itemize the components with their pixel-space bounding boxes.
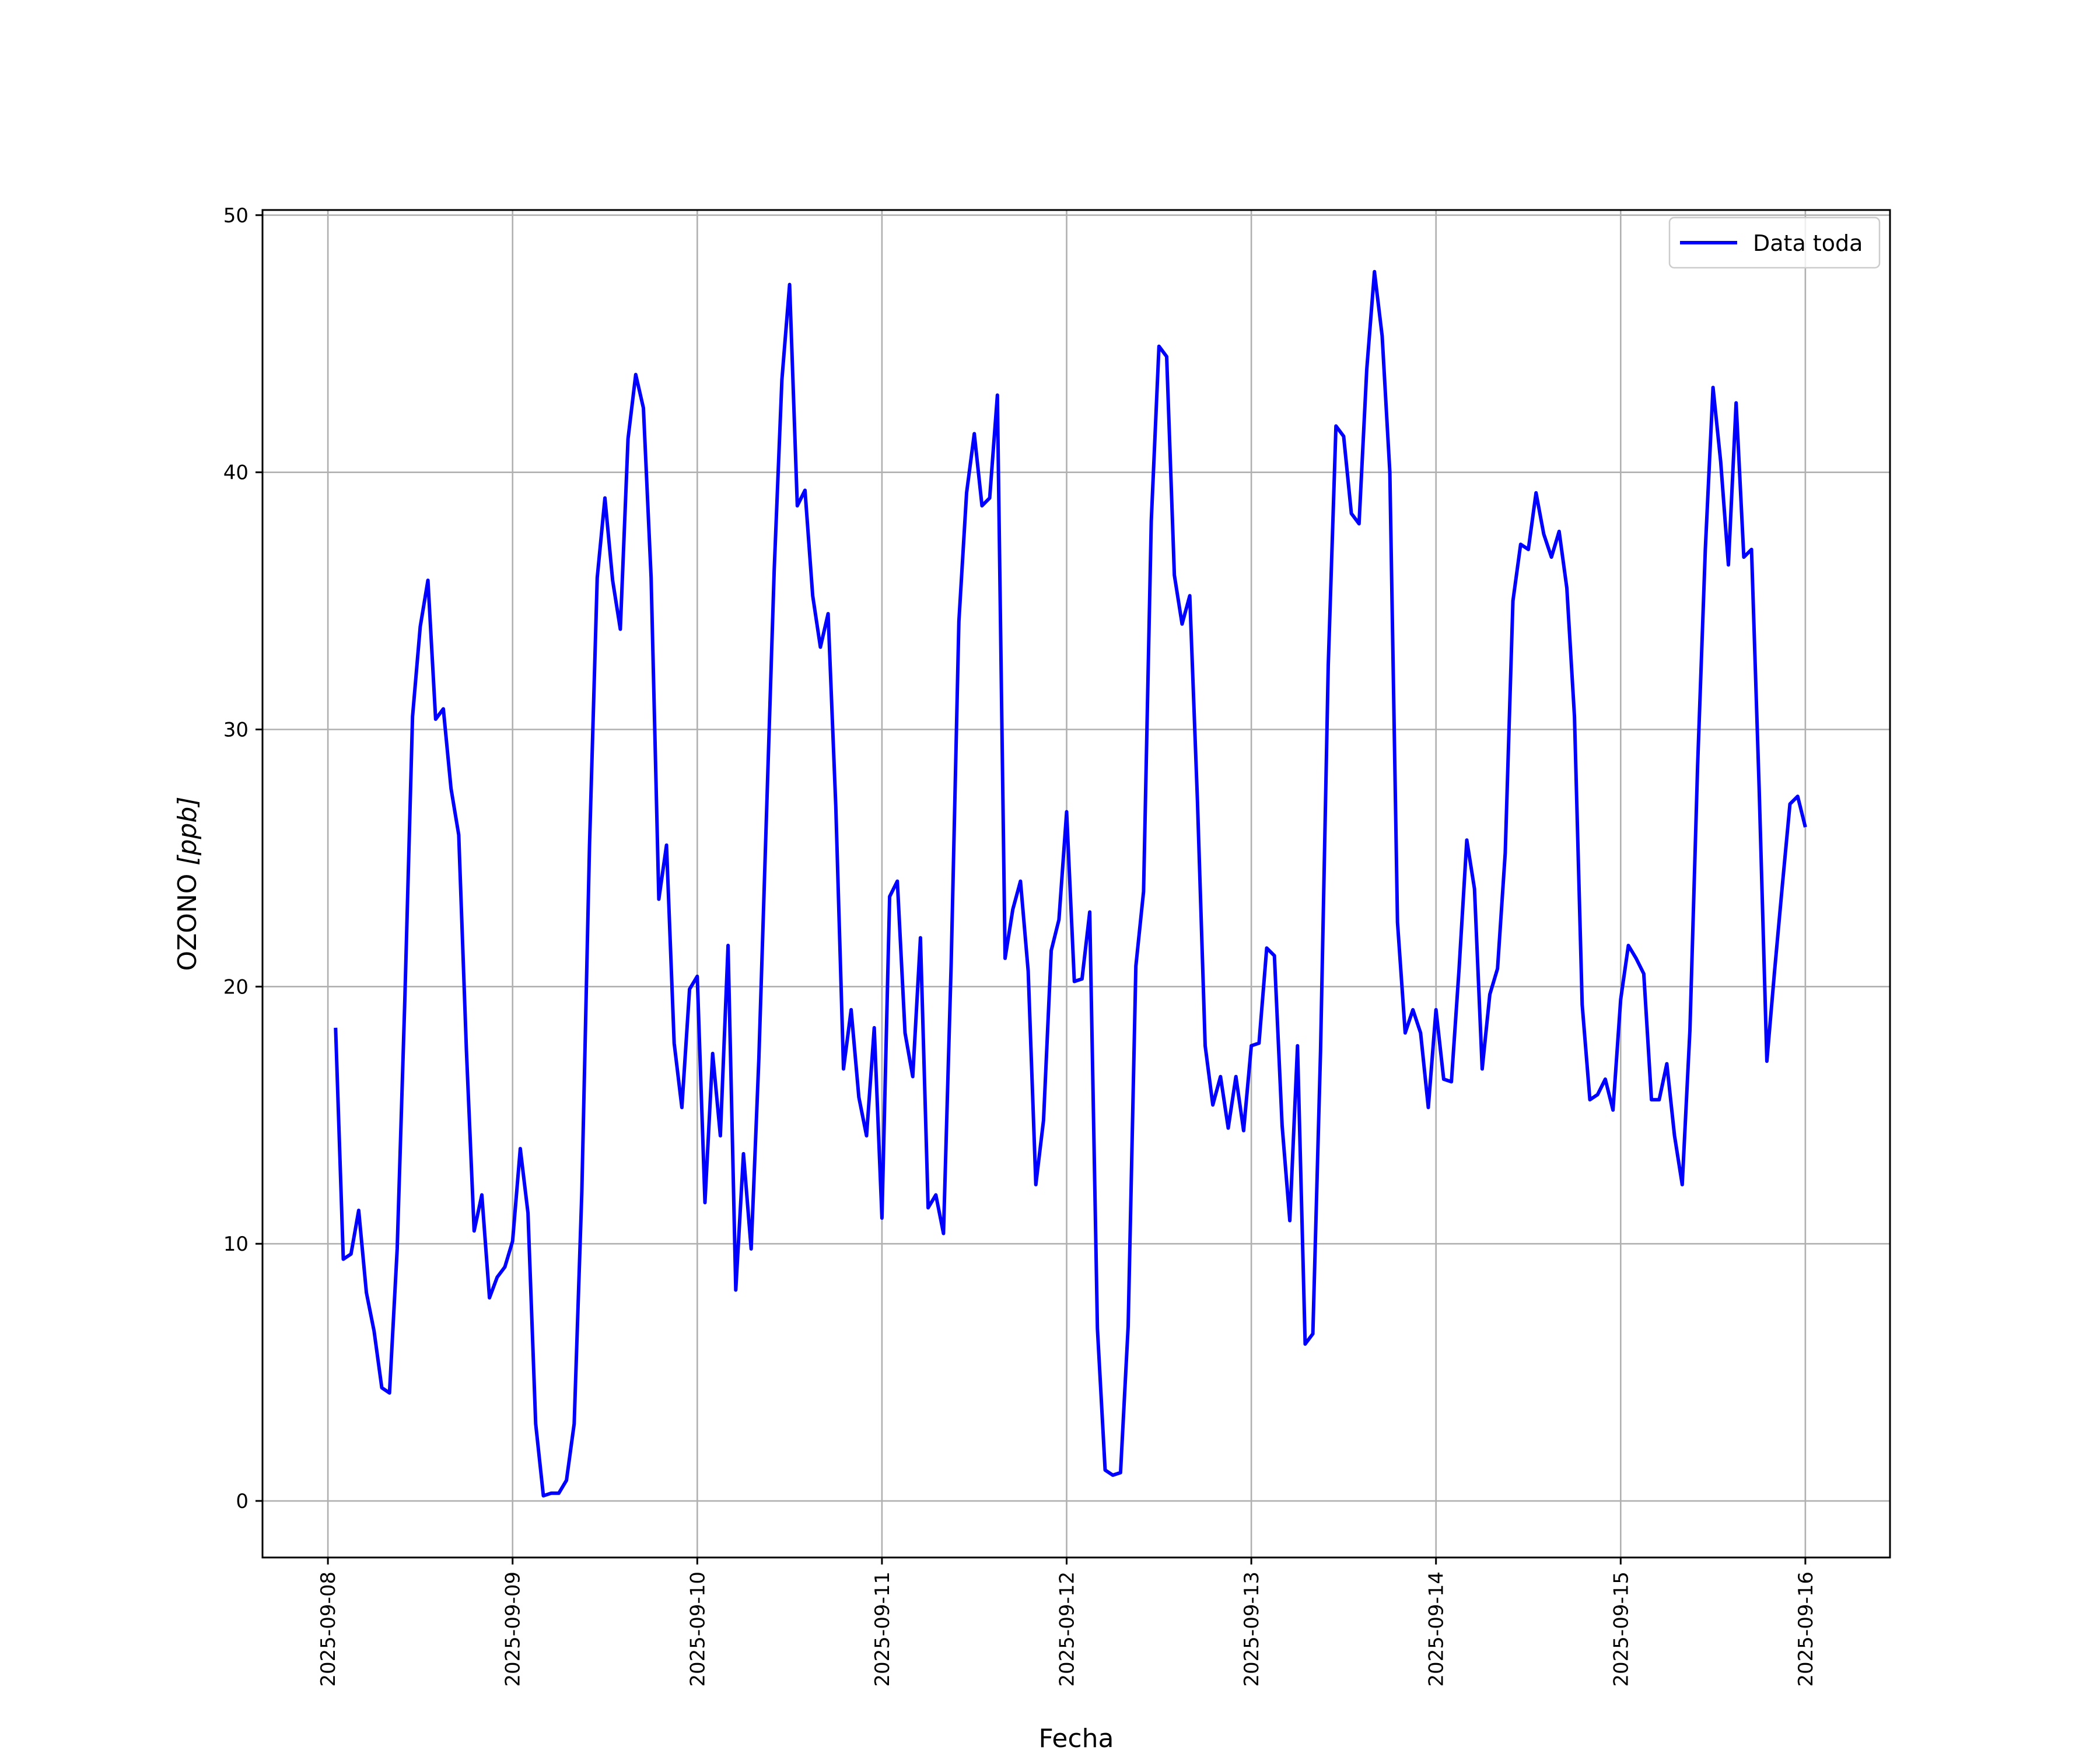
x-tick-label: 2025-09-15 bbox=[1609, 1572, 1633, 1687]
x-axis-title: Fecha bbox=[1038, 1724, 1114, 1750]
legend: Data toda bbox=[1668, 216, 1881, 269]
x-tick-label: 2025-09-12 bbox=[1056, 1572, 1079, 1687]
x-tick-label: 2025-09-11 bbox=[871, 1572, 894, 1687]
x-tick-label: 2025-09-08 bbox=[317, 1572, 340, 1687]
legend-box bbox=[1668, 216, 1881, 269]
x-tick-label: 2025-09-10 bbox=[686, 1572, 709, 1687]
series-line-0 bbox=[334, 270, 1807, 1498]
x-tick-label: 2025-09-13 bbox=[1240, 1572, 1264, 1687]
y-axis-title-unit: [ppb] bbox=[173, 796, 202, 865]
y-tick-label: 40 bbox=[223, 461, 249, 485]
y-axis-title-main: OZONO bbox=[173, 866, 202, 971]
x-tick-label: 2025-09-14 bbox=[1425, 1572, 1448, 1687]
y-tick-label: 0 bbox=[236, 1490, 249, 1513]
y-tick-label: 10 bbox=[223, 1233, 249, 1256]
grid-lines bbox=[262, 210, 1890, 1558]
y-tick-label: 30 bbox=[223, 718, 249, 741]
y-tick-label: 20 bbox=[223, 975, 249, 999]
legend-label: Data toda bbox=[1753, 230, 1863, 256]
x-tick-label: 2025-09-09 bbox=[502, 1572, 525, 1687]
y-axis: 0 10 20 30 40 50 bbox=[223, 204, 262, 1513]
x-axis: 2025-09-08 2025-09-09 2025-09-10 2025-09-11… bbox=[317, 1558, 1818, 1687]
y-tick-label: 50 bbox=[223, 204, 249, 228]
y-axis-title: OZONO [ppb] bbox=[173, 796, 202, 971]
x-tick-label: 2025-09-16 bbox=[1794, 1572, 1818, 1687]
plot-frame bbox=[261, 209, 1891, 1559]
data-series bbox=[334, 270, 1807, 1498]
